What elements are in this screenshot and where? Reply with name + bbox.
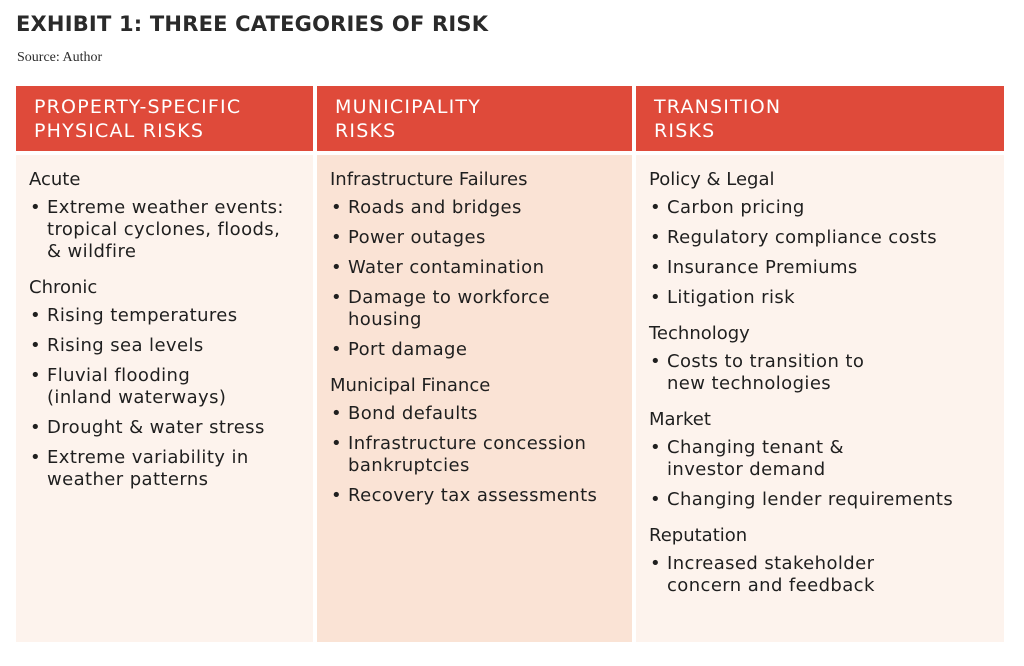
risk-item-line: Extreme weather events: — [47, 197, 284, 218]
risk-item-line: Rising sea levels — [47, 335, 204, 356]
risk-item-line: investor demand — [667, 459, 826, 480]
exhibit-title: EXHIBIT 1: THREE CATEGORIES OF RISK — [16, 12, 489, 36]
risk-item: Fluvial flooding(inland waterways) — [29, 365, 303, 409]
risk-item: Extreme weather events:tropical cyclones… — [29, 197, 303, 263]
column-header-line: MUNICIPALITY — [335, 96, 482, 118]
risk-item-line: Litigation risk — [667, 287, 795, 308]
risk-item: Port damage — [330, 339, 622, 361]
risk-item-line: Recovery tax assessments — [348, 485, 598, 506]
risk-section: Policy & Legal Carbon pricing Regulatory c… — [649, 168, 994, 309]
risk-section: Municipal Finance Bond defaults Infrastruc… — [330, 374, 622, 507]
risk-item-line: Port damage — [348, 339, 468, 360]
risk-item: Insurance Premiums — [649, 257, 994, 279]
section-title: Infrastructure Failures — [330, 169, 528, 190]
risk-item: Drought & water stress — [29, 417, 303, 439]
column-header-line: PHYSICAL RISKS — [34, 120, 205, 142]
risk-item-line: tropical cyclones, floods, — [47, 219, 281, 240]
risk-list: Carbon pricing Regulatory compliance cost… — [649, 197, 994, 309]
risk-item-line: Drought & water stress — [47, 417, 265, 438]
column-header-line: RISKS — [335, 120, 397, 142]
risk-item-line: Water contamination — [348, 257, 545, 278]
risk-list: Changing tenant &investor demandChanging… — [649, 437, 994, 511]
risk-item-line: Roads and bridges — [348, 197, 522, 218]
risk-item-line: Extreme variability in — [47, 447, 249, 468]
risk-item-line: housing — [348, 309, 422, 330]
column-body: Policy & Legal Carbon pricing Regulatory c… — [636, 155, 1004, 642]
risk-item: Recovery tax assessments — [330, 485, 622, 507]
risk-item-line: Changing lender requirements — [667, 489, 954, 510]
risk-list: Extreme weather events:tropical cyclones… — [29, 197, 303, 263]
risk-item: Bond defaults — [330, 403, 622, 425]
risk-item: Litigation risk — [649, 287, 994, 309]
risk-item-line: Regulatory compliance costs — [667, 227, 938, 248]
section-title: Market — [649, 409, 711, 430]
risk-item: Rising temperatures — [29, 305, 303, 327]
risk-item-line: Infrastructure concession — [348, 433, 587, 454]
risk-item-line: Power outages — [348, 227, 486, 248]
risk-item-line: new technologies — [667, 373, 832, 394]
risk-item-line: Bond defaults — [348, 403, 478, 424]
column-header-line: RISKS — [654, 120, 716, 142]
section-title: Chronic — [29, 277, 98, 298]
risk-item-line: Rising temperatures — [47, 305, 238, 326]
section-title: Acute — [29, 169, 81, 190]
risk-section: Chronic Rising temperatures Rising sea lev… — [29, 276, 303, 491]
column-header: PROPERTY-SPECIFIC PHYSICAL RISKS — [16, 86, 313, 151]
column-header: TRANSITION RISKS — [636, 86, 1004, 151]
risk-item-line: & wildfire — [47, 241, 137, 262]
column-municipality-risks: MUNICIPALITY RISKS Infrastructure Failure… — [317, 86, 632, 642]
risk-list: Bond defaults Infrastructure concessionba… — [330, 403, 622, 507]
section-title: Reputation — [649, 525, 748, 546]
risk-item-line: bankruptcies — [348, 455, 470, 476]
risk-list: Rising temperatures Rising sea levels Fluv… — [29, 305, 303, 491]
risk-section: Acute Extreme weather events:tropical cyc… — [29, 168, 303, 263]
column-header-line: TRANSITION — [654, 96, 782, 118]
risk-section: MarketChanging tenant &investor demandCh… — [649, 408, 994, 511]
exhibit-source: Source: Author — [17, 50, 103, 65]
risk-item-line: Carbon pricing — [667, 197, 805, 218]
section-title: Policy & Legal — [649, 169, 775, 190]
column-header: MUNICIPALITY RISKS — [317, 86, 632, 151]
risk-item-line: Damage to workforce — [348, 287, 550, 308]
risk-item: Rising sea levels — [29, 335, 303, 357]
risk-item-line: Costs to transition to — [667, 351, 865, 372]
risk-item: Changing tenant &investor demand — [649, 437, 994, 481]
risk-item-line: weather patterns — [47, 469, 209, 490]
column-body: Acute Extreme weather events:tropical cyc… — [16, 155, 313, 642]
column-header-line: PROPERTY-SPECIFIC — [34, 96, 242, 118]
section-title: Technology — [649, 323, 750, 344]
risk-item: Carbon pricing — [649, 197, 994, 219]
risk-item-line: concern and feedback — [667, 575, 875, 596]
risk-item-line: Changing tenant & — [667, 437, 844, 458]
section-title: Municipal Finance — [330, 375, 491, 396]
risk-list: Roads and bridges Power outages Water cont… — [330, 197, 622, 361]
risk-item-line: (inland waterways) — [47, 387, 227, 408]
column-body: Infrastructure Failures Roads and bridges… — [317, 155, 632, 642]
risk-item: Power outages — [330, 227, 622, 249]
risk-item: Changing lender requirements — [649, 489, 994, 511]
risk-item: Regulatory compliance costs — [649, 227, 994, 249]
risk-item: Water contamination — [330, 257, 622, 279]
risk-section: Infrastructure Failures Roads and bridges… — [330, 168, 622, 361]
risk-item: Roads and bridges — [330, 197, 622, 219]
risk-item-line: Fluvial flooding — [47, 365, 191, 386]
risk-item-line: Insurance Premiums — [667, 257, 858, 278]
risk-item-line: Increased stakeholder — [667, 553, 875, 574]
